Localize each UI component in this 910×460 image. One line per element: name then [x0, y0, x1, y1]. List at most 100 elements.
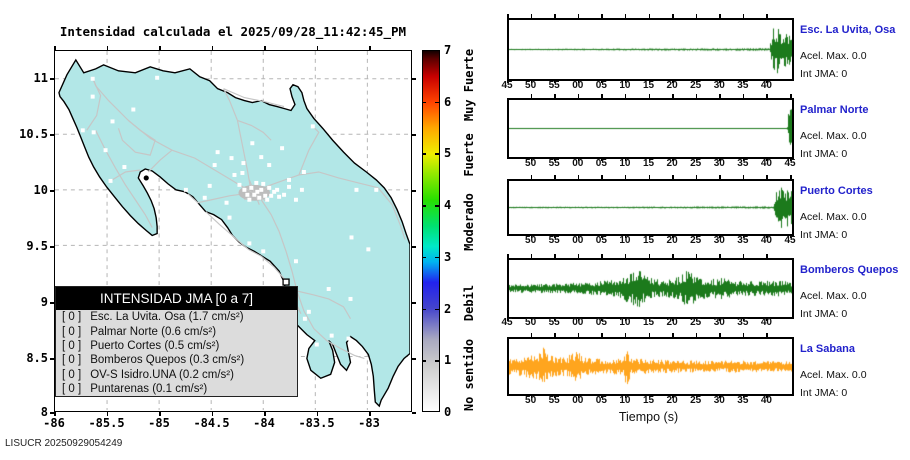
seis-top-tickmark — [742, 333, 745, 337]
legend-item: [ 0 ] Palmar Norte (0.6 cm/s²) — [56, 324, 297, 338]
seis-top-tickmark — [672, 94, 674, 98]
waveform-canvas — [509, 20, 792, 79]
seis-bottom-tickmark — [530, 79, 533, 83]
station-dot — [349, 235, 354, 240]
station-name-label: Bomberos Quepos — [800, 264, 899, 276]
time-tick-label: 10 — [619, 317, 631, 328]
time-tick-label: 35 — [737, 395, 749, 406]
map-x-tickmark — [316, 412, 318, 416]
island-dot — [143, 175, 149, 181]
seis-bottom-tickmark — [766, 234, 768, 238]
colorbar-category-label: Muy Fuerte — [462, 49, 476, 122]
colorbar-category-label: Fuerte — [462, 133, 476, 177]
seis-bottom-tickmark — [742, 317, 745, 321]
seis-top-tickmark — [507, 254, 509, 258]
station-dot — [241, 161, 246, 166]
station-dot — [348, 296, 353, 301]
station-dot — [310, 124, 315, 129]
seis-bottom-tickmark — [695, 79, 698, 83]
map-y-tickmark — [412, 412, 416, 414]
station-dot — [202, 195, 207, 200]
seis-bottom-tickmark — [554, 234, 556, 238]
time-tick-label: 30 — [713, 395, 725, 406]
seis-top-tickmark — [766, 175, 768, 179]
time-tick-label: 10 — [619, 395, 631, 406]
map-x-tick-label: -84.5 — [193, 416, 230, 430]
station-dot — [287, 177, 292, 182]
station-dot — [265, 197, 270, 202]
station-dot — [254, 180, 259, 185]
seis-top-tickmark — [766, 94, 768, 98]
seis-bottom-tickmark — [530, 234, 533, 238]
station-dot — [232, 172, 237, 177]
station-dot — [247, 197, 252, 202]
colorbar-tick-label: 7 — [444, 43, 452, 57]
seis-bottom-tickmark — [577, 394, 580, 398]
station-dot — [212, 163, 217, 168]
legend-intensity-badge: [ 0 ] — [62, 311, 82, 324]
accel-max-label: Acel. Max. 0.0 — [800, 211, 867, 223]
station-dot — [293, 197, 298, 202]
colorbar-tickmark — [435, 153, 439, 155]
int-jma-label: Int JMA: 0 — [800, 308, 848, 320]
seis-top-tickmark — [790, 94, 792, 98]
station-dot — [250, 141, 255, 146]
time-tick-label: 45 — [784, 235, 796, 246]
station-dot — [259, 187, 264, 192]
colorbar-tickmark — [422, 101, 426, 104]
seis-top-tickmark — [577, 254, 580, 258]
seis-top-tickmark — [695, 333, 698, 337]
colorbar-tick-label: 4 — [444, 198, 452, 213]
seis-bottom-tickmark — [624, 79, 627, 83]
colorbar-tick-label: 2 — [444, 301, 452, 316]
intensity-colorbar — [422, 50, 440, 412]
seis-bottom-tickmark — [742, 234, 745, 238]
map-x-tick-label: -85 — [148, 416, 170, 430]
seis-top-tickmark — [554, 175, 556, 179]
seis-bottom-tickmark — [554, 394, 556, 398]
intensity-legend: INTENSIDAD JMA [0 a 7] [ 0 ] Esc. La Uvit… — [55, 286, 298, 398]
time-tick-label: 00 — [572, 235, 584, 246]
station-dot — [277, 194, 282, 199]
time-tick-label: 40 — [760, 235, 772, 246]
map-x-tickmark — [316, 46, 318, 50]
seis-bottom-tickmark — [719, 394, 721, 398]
colorbar-tickmark — [435, 101, 439, 104]
seis-top-tickmark — [530, 14, 533, 18]
station-dot — [247, 241, 252, 246]
map-y-tickmark — [412, 358, 416, 360]
time-tick-label: 50 — [525, 158, 537, 169]
time-tick-label: 55 — [548, 395, 560, 406]
seis-bottom-tickmark — [530, 394, 533, 398]
seis-bottom-tickmark — [554, 79, 556, 83]
map-y-tickmark — [50, 302, 54, 304]
seis-bottom-tickmark — [719, 157, 721, 161]
time-tick-label: 05 — [595, 317, 607, 328]
seis-top-tickmark — [577, 333, 580, 337]
time-tick-label: 35 — [737, 235, 749, 246]
time-tick-label: 50 — [525, 317, 537, 328]
seis-top-tickmark — [577, 14, 580, 18]
time-tick-label: 15 — [642, 317, 655, 328]
seis-top-tickmark — [742, 14, 745, 18]
accel-max-label: Acel. Max. 0.0 — [800, 50, 867, 62]
map-x-tickmark — [264, 412, 266, 416]
seismogram-panel — [507, 258, 794, 319]
time-axis-label: Tiempo (s) — [618, 410, 679, 424]
legend-title: INTENSIDAD JMA [0 a 7] — [56, 287, 297, 310]
seis-bottom-tickmark — [507, 79, 509, 83]
legend-station-label: OV-S Isidro.UNA (0.2 cm/s²) — [90, 368, 234, 381]
station-dot — [155, 75, 160, 80]
map-y-tickmark — [50, 78, 54, 80]
accel-max-label: Acel. Max. 0.0 — [800, 369, 867, 381]
station-dot — [301, 170, 306, 174]
seis-top-tickmark — [766, 254, 768, 258]
station-name-label: Esc. La Uvita, Osa — [800, 24, 896, 36]
waveform-canvas — [509, 100, 792, 157]
map-y-tick-label: 10.5 — [19, 127, 48, 141]
time-tick-label: 50 — [525, 235, 537, 246]
seis-top-tickmark — [695, 94, 698, 98]
seis-top-tickmark — [695, 14, 698, 18]
colorbar-tickmark — [422, 308, 426, 311]
seis-bottom-tickmark — [577, 79, 580, 83]
